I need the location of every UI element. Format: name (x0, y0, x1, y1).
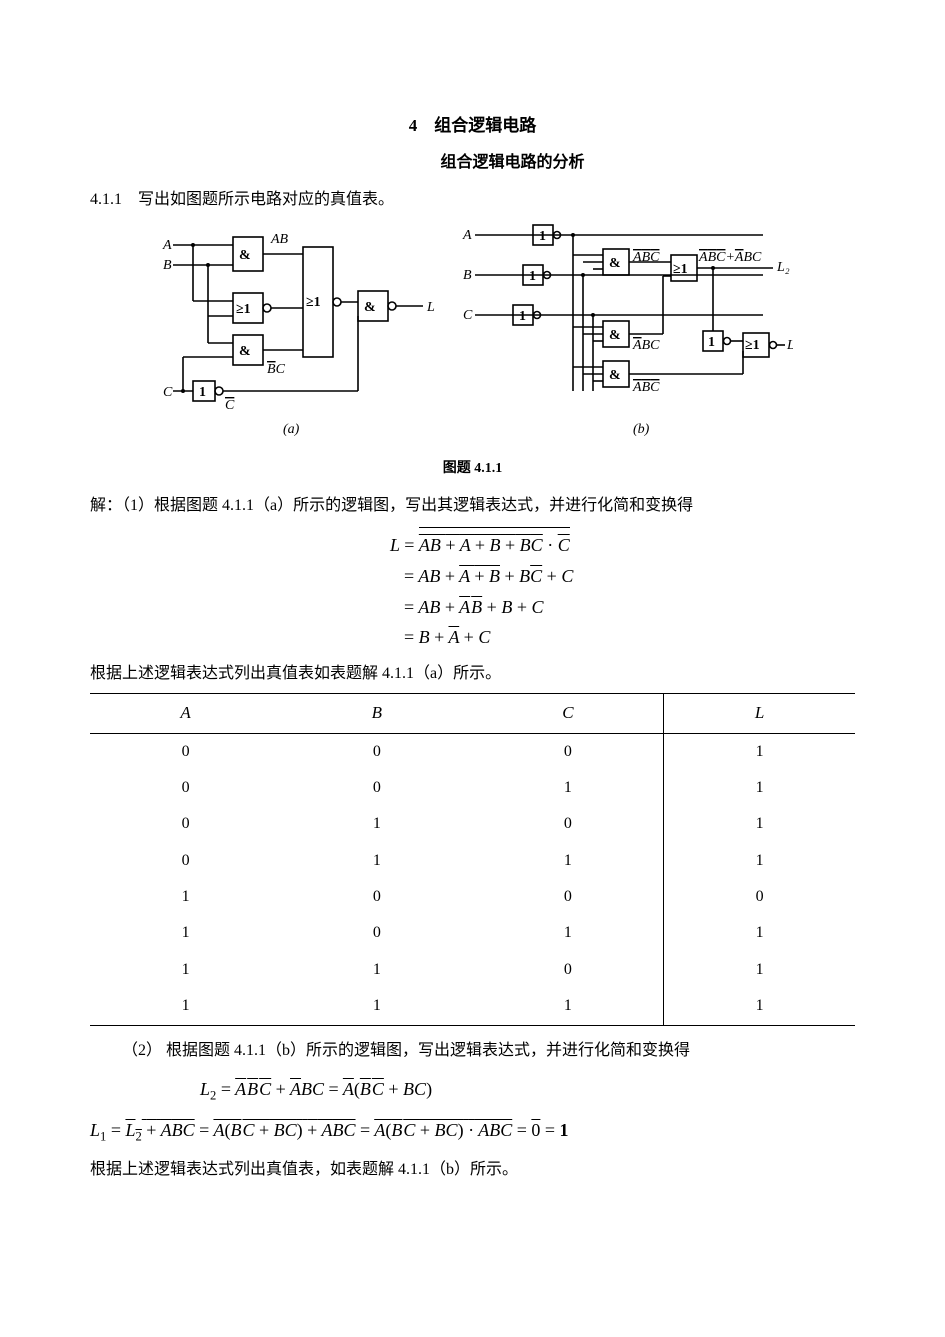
table-cell: 0 (473, 879, 664, 915)
truth-note-a: 根据上述逻辑表达式列出真值表如表题解 4.1.1（a）所示。 (90, 659, 855, 689)
equation-L: L = AB + A + B + BC · C = AB + A + B + B… (390, 527, 855, 652)
svg-text:&: & (609, 368, 621, 383)
equation-L2: L2 = ABC + ABC = A(BC + BC) (200, 1072, 855, 1109)
table-cell: 0 (281, 915, 472, 951)
table-cell: 0 (473, 952, 664, 988)
table-cell: 1 (473, 988, 664, 1025)
truth-note-b: 根据上述逻辑表达式列出真值表，如表题解 4.1.1（b）所示。 (90, 1155, 855, 1185)
table-cell: 1 (281, 988, 472, 1025)
table-cell: 1 (664, 770, 855, 806)
table-cell: 1 (664, 915, 855, 951)
truth-table-a: A B C L 00010011010101111000101111011111 (90, 693, 855, 1025)
table-cell: 0 (473, 806, 664, 842)
table-row: 1101 (90, 952, 855, 988)
svg-text:C: C (163, 385, 173, 400)
problem-number: 4.1.1 (90, 191, 122, 208)
table-cell: 0 (90, 770, 281, 806)
chapter-name: 组合逻辑电路 (434, 116, 536, 135)
col-L: L (664, 694, 855, 733)
svg-text:B: B (163, 258, 172, 273)
svg-text:1: 1 (539, 229, 546, 244)
table-cell: 0 (90, 843, 281, 879)
table-cell: 0 (281, 733, 472, 770)
table-cell: 1 (90, 952, 281, 988)
figure-a-label: (a) (283, 422, 300, 437)
table-row: 1011 (90, 915, 855, 951)
col-C: C (473, 694, 664, 733)
table-header-row: A B C L (90, 694, 855, 733)
svg-text:≥1: ≥1 (745, 338, 760, 353)
table-cell: 0 (90, 806, 281, 842)
col-B: B (281, 694, 472, 733)
svg-text:1: 1 (519, 309, 526, 324)
table-cell: 0 (473, 733, 664, 770)
table-cell: 1 (664, 806, 855, 842)
svg-text:L₂: L₂ (776, 260, 790, 275)
svg-text:BC: BC (267, 362, 286, 377)
table-row: 0011 (90, 770, 855, 806)
svg-text:ABC+ABC: ABC+ABC (698, 250, 762, 265)
table-cell: 1 (281, 843, 472, 879)
section-title: 组合逻辑电路的分析 (170, 148, 855, 178)
svg-text:≥1: ≥1 (673, 262, 688, 277)
svg-text:ABC: ABC (632, 380, 660, 395)
svg-text:AB: AB (270, 232, 289, 247)
svg-text:≥1: ≥1 (306, 295, 321, 310)
table-cell: 1 (473, 843, 664, 879)
svg-text:1: 1 (529, 269, 536, 284)
figure-b-label: (b) (633, 422, 650, 437)
solution1-lead: 解：（1）根据图题 4.1.1（a）所示的逻辑图，写出其逻辑表达式，并进行化简和… (90, 491, 855, 521)
svg-text:&: & (609, 256, 621, 271)
table-cell: 1 (664, 733, 855, 770)
table-cell: 1 (90, 879, 281, 915)
table-cell: 1 (473, 915, 664, 951)
table-cell: 0 (281, 879, 472, 915)
svg-text:1: 1 (708, 335, 715, 350)
chapter-number: 4 (409, 116, 418, 135)
solution2-lead: （2） 根据图题 4.1.1（b）所示的逻辑图，写出逻辑表达式，并进行化简和变换… (90, 1036, 855, 1066)
svg-text:L₁: L₁ (786, 338, 793, 353)
svg-text:C: C (225, 398, 235, 413)
chapter-title: 4 组合逻辑电路 (90, 110, 855, 142)
table-cell: 1 (90, 988, 281, 1025)
problem-text: 写出如图题所示电路对应的真值表。 (138, 191, 394, 208)
table-cell: 1 (664, 843, 855, 879)
circuit-diagram: A B & AB ≥1 (153, 221, 793, 441)
equation-L1: L1 = L2 + ABC = A(BC + BC) + ABC = A(BC … (90, 1113, 855, 1150)
svg-text:&: & (239, 248, 251, 263)
page: 4 组合逻辑电路 组合逻辑电路的分析 4.1.1 写出如图题所示电路对应的真值表… (0, 0, 945, 1337)
svg-text:A: A (162, 238, 172, 253)
col-A: A (90, 694, 281, 733)
svg-text:1: 1 (199, 385, 206, 400)
table-cell: 1 (281, 952, 472, 988)
table-row: 0101 (90, 806, 855, 842)
table-row: 1000 (90, 879, 855, 915)
svg-text:≥1: ≥1 (236, 302, 251, 317)
svg-text:B: B (463, 268, 472, 283)
table-row: 0111 (90, 843, 855, 879)
svg-text:L: L (426, 300, 435, 315)
table-cell: 0 (90, 733, 281, 770)
figure-4-1-1: A B & AB ≥1 (90, 221, 855, 452)
table-cell: 1 (664, 952, 855, 988)
svg-text:C: C (463, 308, 473, 323)
table-cell: 1 (281, 806, 472, 842)
svg-text:ABC: ABC (632, 338, 660, 353)
svg-text:&: & (609, 328, 621, 343)
figure-caption: 图题 4.1.1 (90, 456, 855, 483)
table-cell: 1 (473, 770, 664, 806)
svg-text:&: & (364, 300, 376, 315)
svg-text:&: & (239, 344, 251, 359)
table-cell: 1 (664, 988, 855, 1025)
table-cell: 0 (664, 879, 855, 915)
table-cell: 1 (90, 915, 281, 951)
table-row: 0001 (90, 733, 855, 770)
problem-statement: 4.1.1 写出如图题所示电路对应的真值表。 (90, 185, 855, 215)
table-row: 1111 (90, 988, 855, 1025)
svg-text:A: A (462, 228, 472, 243)
table-cell: 0 (281, 770, 472, 806)
